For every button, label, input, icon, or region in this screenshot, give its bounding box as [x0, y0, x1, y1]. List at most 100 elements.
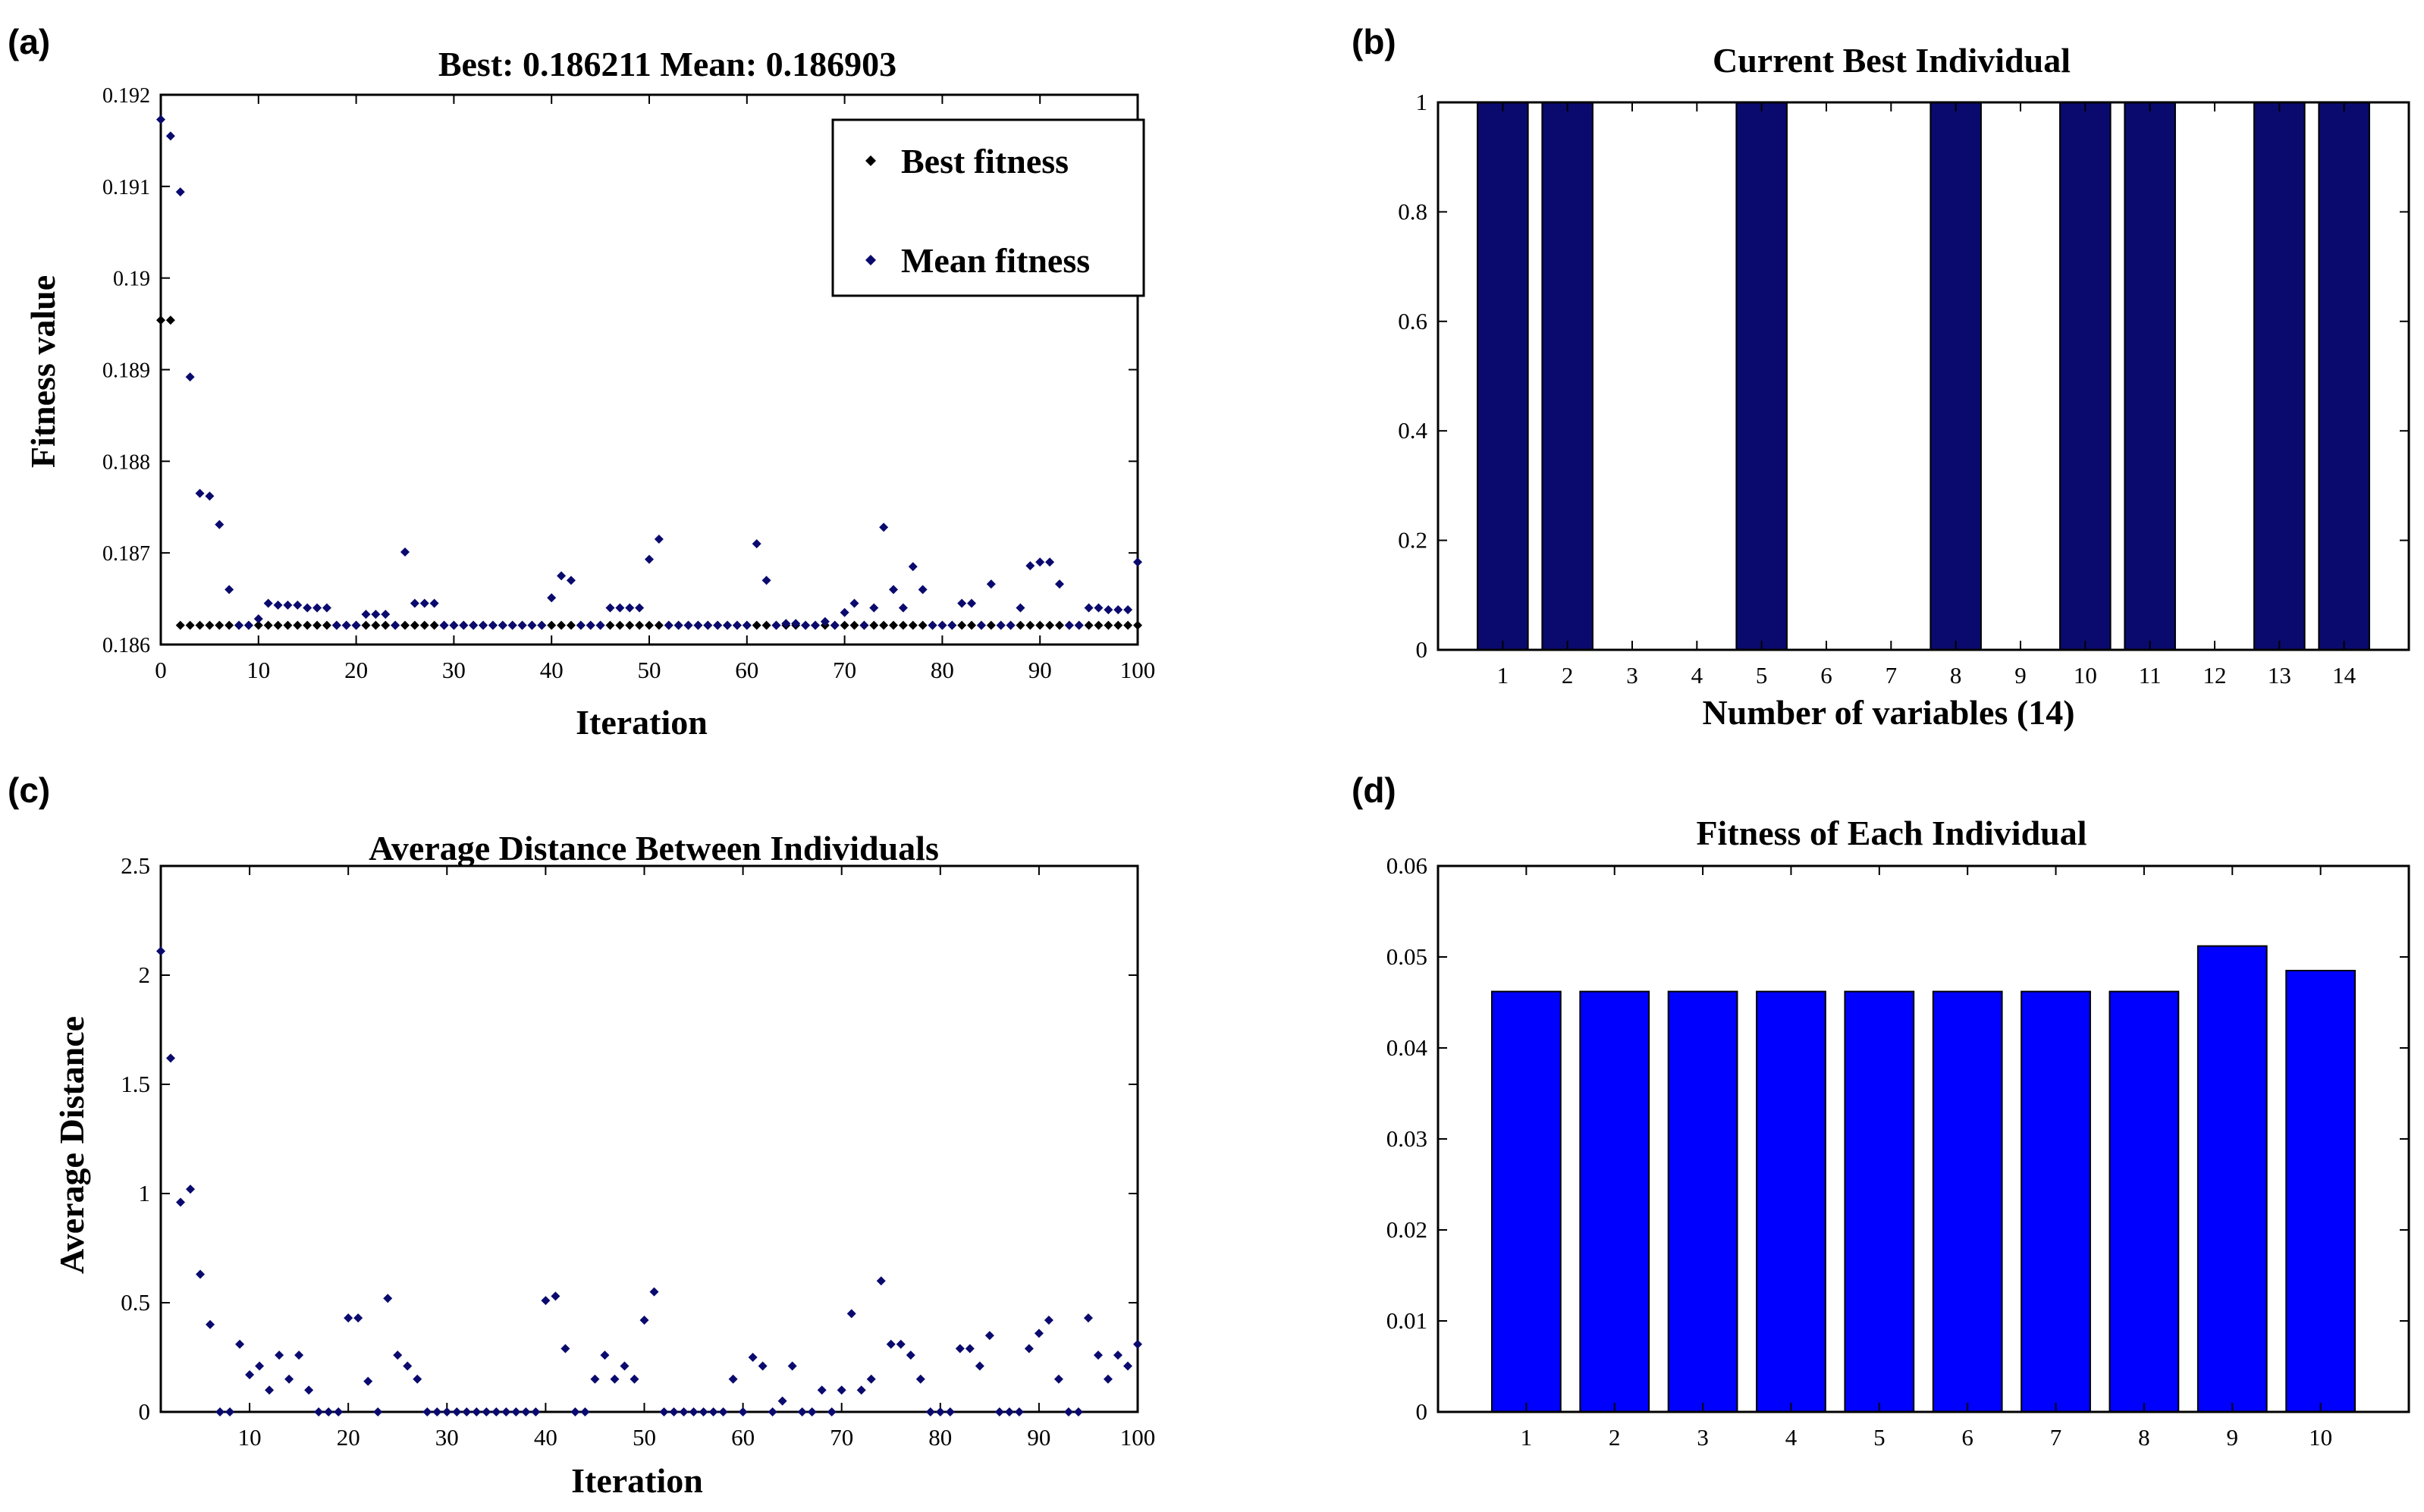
mean-fitness-point [1016, 603, 1025, 613]
best-fitness-point [605, 620, 615, 630]
mean-fitness-point [312, 603, 322, 613]
mean-fitness-point [771, 620, 781, 630]
mean-fitness-point [615, 603, 625, 613]
distance-point [304, 1385, 314, 1395]
mean-fitness-point [322, 603, 331, 613]
panel-label-a: (a) [8, 22, 51, 61]
chart-d-xtick-label: 5 [1873, 1424, 1886, 1451]
chart-a-xtick-label: 80 [931, 657, 954, 683]
bar-individual [1490, 990, 1562, 1413]
mean-fitness-point [703, 620, 713, 630]
mean-fitness-point [908, 562, 918, 572]
panel-label-c: (c) [8, 770, 51, 810]
mean-fitness-point [507, 620, 517, 630]
distance-point [284, 1374, 294, 1384]
chart-c-ytick-label: 0.5 [121, 1289, 150, 1316]
distance-point [541, 1296, 551, 1306]
distance-point [669, 1407, 679, 1416]
distance-point [511, 1407, 521, 1416]
chart-d-xtick-label: 1 [1521, 1424, 1533, 1451]
mean-fitness-point [849, 598, 859, 608]
mean-fitness-point [341, 620, 351, 630]
chart-d-xtick-label: 6 [1961, 1424, 1973, 1451]
distance-point [551, 1291, 560, 1301]
legend-label-mean-fitness: Mean fitness [901, 241, 1090, 280]
chart-a-xtick-label: 70 [833, 657, 856, 683]
distance-point [679, 1407, 689, 1416]
best-fitness-point [283, 620, 293, 630]
chart-b-xtick-label: 8 [1950, 662, 1962, 689]
chart-b-xtick-label: 10 [2074, 662, 2097, 689]
mean-fitness-point [898, 603, 908, 613]
chart-c-ytick-label: 1 [139, 1180, 151, 1206]
chart-b-xtick-label: 4 [1691, 662, 1703, 689]
bar-individual [1667, 990, 1738, 1413]
distance-point [876, 1276, 886, 1286]
mean-fitness-point [156, 114, 165, 124]
mean-fitness-point [840, 607, 849, 617]
chart-b-xlabel: Number of variables (14) [1702, 693, 2074, 732]
best-fitness-point [165, 315, 175, 325]
distance-point [896, 1339, 906, 1349]
mean-fitness-point [459, 620, 469, 630]
mean-fitness-point [986, 579, 996, 589]
mean-fitness-point [361, 610, 371, 620]
best-fitness-point [1045, 620, 1055, 630]
bar-variable [2124, 102, 2176, 651]
mean-fitness-point [547, 593, 557, 603]
chart-c-ytick-label: 2 [139, 961, 151, 988]
panel-label-d: (d) [1352, 770, 1396, 810]
distance-point [1034, 1328, 1044, 1338]
distance-point [984, 1331, 994, 1341]
best-fitness-point [273, 620, 283, 630]
best-fitness-point [381, 620, 391, 630]
mean-fitness-point [683, 620, 693, 630]
distance-point [935, 1407, 945, 1416]
chart-d-xtick-label: 7 [2050, 1424, 2062, 1451]
distance-point [580, 1407, 590, 1416]
chart-b-ytick-label: 1 [1416, 89, 1428, 115]
distance-point [186, 1184, 196, 1194]
mean-fitness-point [889, 585, 898, 594]
distance-point [738, 1407, 748, 1416]
chart-a-xtick-label: 10 [246, 657, 270, 683]
distance-point [777, 1396, 787, 1406]
mean-fitness-point [967, 598, 977, 608]
bar-individual [2108, 990, 2180, 1413]
mean-fitness-point [498, 620, 507, 630]
panel-label-b: (b) [1352, 22, 1396, 61]
mean-fitness-point [781, 619, 791, 629]
best-fitness-point [635, 620, 645, 630]
distance-point [846, 1309, 856, 1319]
mean-fitness-point [713, 620, 723, 630]
mean-fitness-point [371, 610, 381, 620]
chart-d-ytick-label: 0.06 [1386, 852, 1427, 879]
chart-a-legend: Best fitness Mean fitness [831, 118, 1145, 297]
best-fitness-point [429, 620, 439, 630]
distance-point [560, 1344, 570, 1354]
chart-c-xtick-label: 60 [731, 1424, 755, 1451]
mean-fitness-point [391, 620, 400, 630]
best-fitness-point [410, 620, 419, 630]
distance-point [758, 1361, 768, 1371]
mean-fitness-point [263, 598, 273, 608]
best-fitness-point [957, 620, 967, 630]
distance-point [1133, 1339, 1142, 1349]
chart-d-plot-area: 0 0.01 0.02 0.03 0.04 0.05 0.06 1 2 3 4 5 6 7 8 9 10 [1386, 852, 2410, 1451]
distance-point [156, 946, 165, 956]
distance-point [1044, 1316, 1053, 1325]
distance-point [610, 1374, 620, 1384]
distance-point [837, 1385, 846, 1395]
best-fitness-point [419, 620, 429, 630]
chart-a-xtick-label: 0 [155, 657, 167, 683]
chart-c-title: Average Distance Between Individuals [369, 829, 939, 867]
best-fitness-point [1084, 620, 1094, 630]
distance-point [787, 1361, 797, 1371]
mean-fitness-point [752, 539, 761, 549]
mean-fitness-point [1084, 603, 1094, 613]
distance-point [1113, 1350, 1123, 1360]
mean-fitness-point [479, 620, 488, 630]
chart-b-axes-frame [1437, 101, 2410, 651]
distance-point [708, 1407, 718, 1416]
